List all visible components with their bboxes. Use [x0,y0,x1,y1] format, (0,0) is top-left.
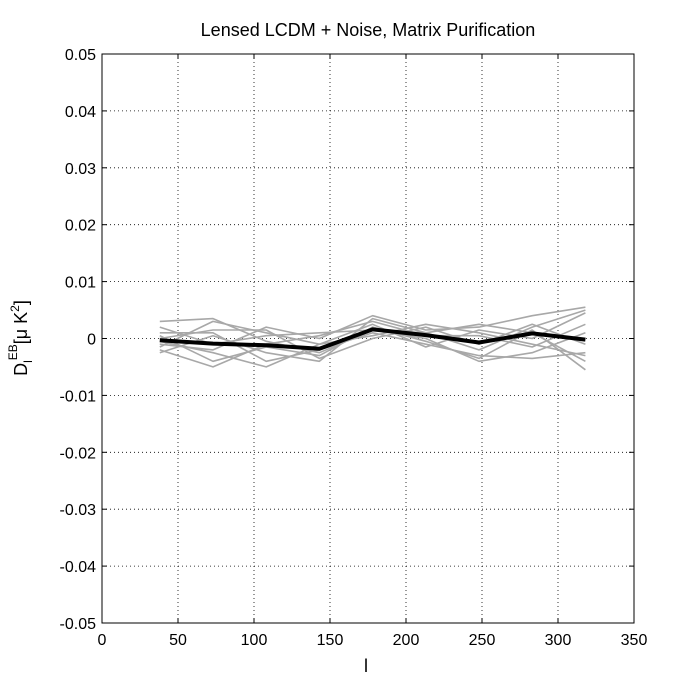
x-tick-label: 250 [469,632,496,649]
x-tick-label: 150 [317,632,344,649]
chart-title: Lensed LCDM + Noise, Matrix Purification [201,20,536,40]
mean-series-line [159,327,586,351]
x-tick-label: 200 [393,632,420,649]
y-label-sub: l [21,360,35,363]
y-tick-label: 0.04 [65,104,96,121]
x-tick-label: 350 [621,632,648,649]
realization-series-line [159,317,586,363]
y-label-mu: μ [11,329,31,339]
series-group [159,306,586,371]
realization-series-line [159,320,586,357]
y-tick-label: 0.01 [65,275,96,292]
x-tick-label: 300 [545,632,572,649]
x-tick-label: 50 [169,632,187,649]
y-tick-label: -0.05 [60,616,97,633]
realization-series-line [159,320,586,368]
realization-series-line [159,323,586,360]
y-tick-label: 0.02 [65,218,96,235]
y-tick-label: -0.03 [60,502,97,519]
y-tick-label: 0 [87,332,96,349]
x-tick-label: 100 [241,632,268,649]
y-tick-label: -0.04 [60,559,97,576]
x-tick-label: 0 [98,632,107,649]
y-tick-label: 0.03 [65,161,96,178]
y-label-bracket-open: [ [11,339,31,344]
y-tick-label: 0.05 [65,47,96,64]
realization-series-line [159,326,586,371]
y-axis-label: DlEB[μ K2] [6,300,35,376]
y-label-main: D [11,363,31,376]
y-label-unit-sup: 2 [8,305,22,312]
y-label-bracket-close: ] [11,300,31,305]
y-label-unit: K [11,312,31,329]
y-tick-label: -0.02 [60,445,97,462]
x-axis-label: l [364,656,368,676]
ticks: 0 50 100 150 200 250 300 350 -0.05 -0.04 -0.03 -0.0… [60,47,648,649]
y-label-sup: EB [6,344,20,360]
y-tick-label: -0.01 [60,388,97,405]
